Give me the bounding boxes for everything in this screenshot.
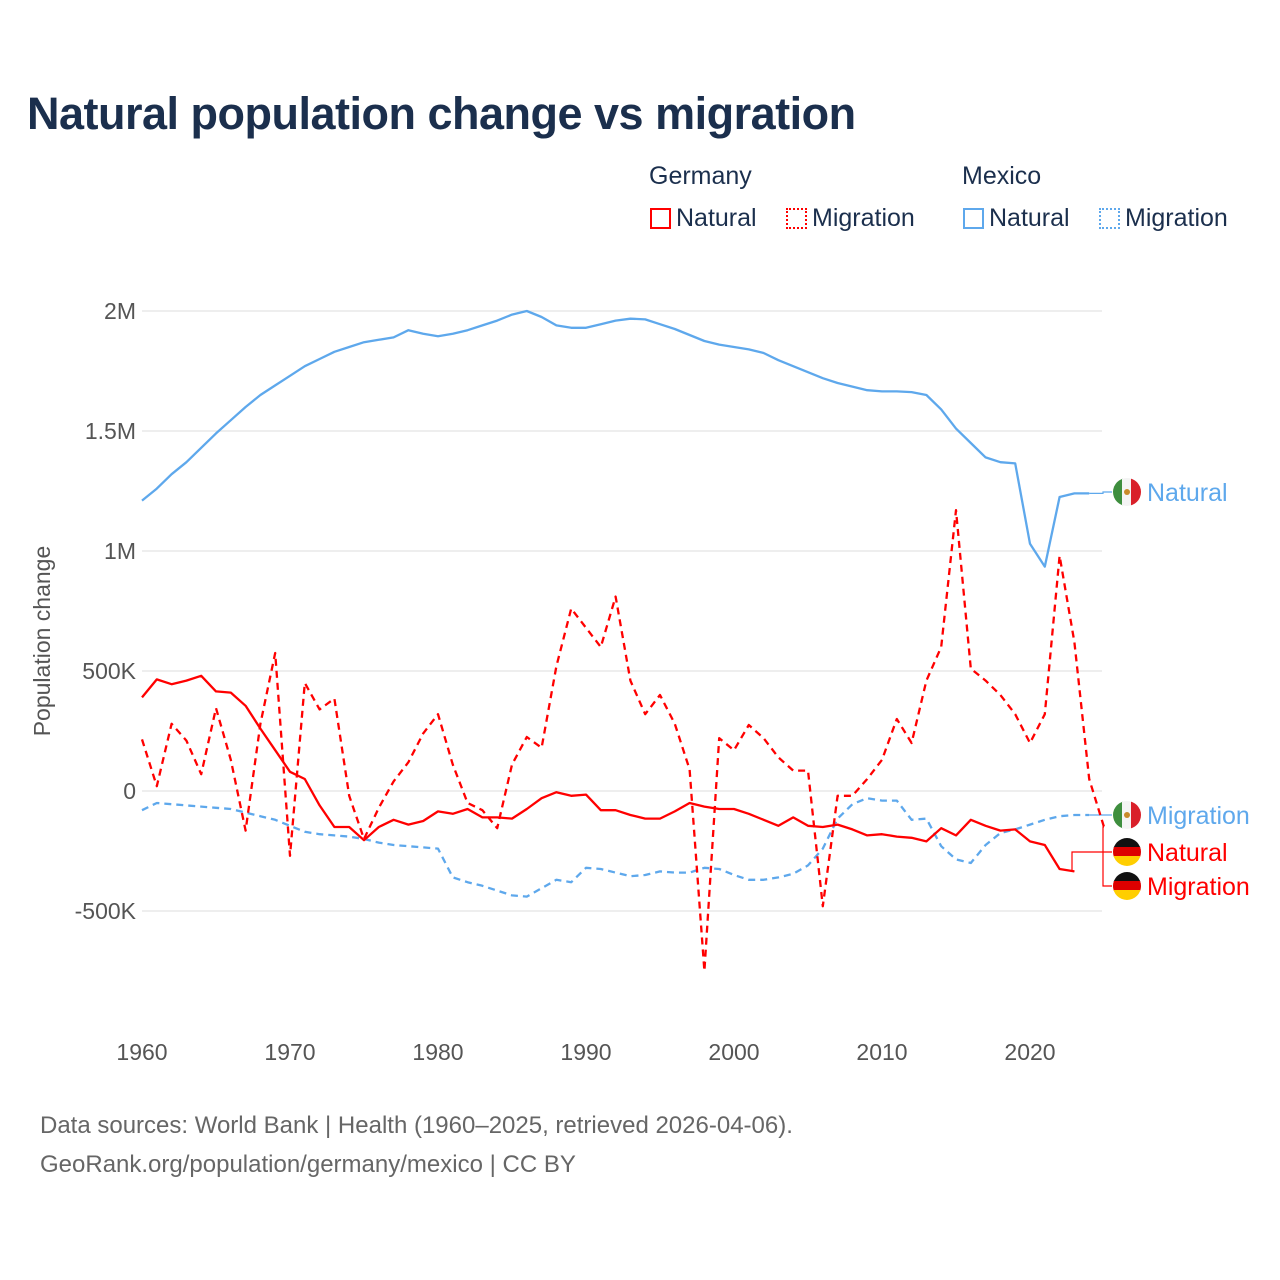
dotted-swatch-icon	[786, 208, 807, 229]
flag-stripe	[1113, 847, 1141, 857]
series-end-label: Migration	[1147, 873, 1250, 901]
series-end-label: Migration	[1147, 802, 1250, 830]
flag-body	[1113, 801, 1141, 829]
flag-body	[1113, 478, 1141, 506]
y-axis-label: Population change	[29, 546, 55, 737]
y-tick-label: 0	[123, 778, 136, 804]
y-tick-label: -500K	[75, 898, 137, 924]
flag-body	[1113, 838, 1141, 866]
x-tick-label: 2010	[856, 1039, 907, 1065]
legend-mexico-migration[interactable]: Migration	[1099, 204, 1228, 233]
label-connector	[1071, 851, 1112, 873]
legend-group-germany: Germany	[649, 162, 752, 190]
mexico-flag-icon	[1113, 478, 1141, 506]
flag-body	[1113, 872, 1141, 900]
x-tick-label: 2000	[708, 1039, 759, 1065]
footer: Data sources: World Bank | Health (1960–…	[40, 1106, 793, 1184]
legend-mexico-natural[interactable]: Natural	[963, 204, 1070, 233]
flag-stripe	[1131, 478, 1141, 506]
solid-swatch-icon	[963, 208, 984, 229]
legend-germany-natural[interactable]: Natural	[650, 204, 757, 233]
footer-sources: Data sources: World Bank | Health (1960–…	[40, 1112, 793, 1139]
x-tick-label: 1990	[560, 1039, 611, 1065]
x-tick-label: 1980	[412, 1039, 463, 1065]
germany-flag-icon	[1113, 838, 1141, 866]
legend-label: Natural	[989, 204, 1070, 232]
legend-group-mexico: Mexico	[962, 162, 1042, 190]
y-tick-label: 1M	[104, 538, 136, 564]
legend-label: Migration	[1125, 204, 1228, 232]
series-line-germany-migration	[140, 509, 1106, 973]
legend-label: Natural	[676, 204, 757, 232]
flag-stripe	[1113, 890, 1141, 900]
y-tick-label: 500K	[82, 658, 136, 684]
label-connector	[1089, 491, 1112, 494]
flag-emblem	[1124, 489, 1130, 495]
flag-stripe	[1113, 838, 1141, 848]
flag-stripe	[1113, 881, 1141, 891]
x-tick-label: 1960	[116, 1039, 167, 1065]
germany-flag-icon	[1113, 872, 1141, 900]
flag-stripe	[1113, 478, 1123, 506]
footer-link[interactable]: GeoRank.org/population/germany/mexico | …	[40, 1151, 576, 1178]
dotted-swatch-icon	[1099, 208, 1120, 229]
flag-stripe	[1113, 856, 1141, 866]
legend-germany-migration[interactable]: Migration	[786, 204, 915, 233]
series-line-mexico-migration	[141, 797, 1090, 898]
label-connector	[1102, 826, 1112, 887]
series-line-germany-natural	[141, 674, 1075, 873]
flag-stripe	[1131, 801, 1141, 829]
flag-stripe	[1113, 872, 1141, 882]
x-tick-label: 2020	[1004, 1039, 1055, 1065]
solid-swatch-icon	[650, 208, 671, 229]
x-tick-label: 1970	[264, 1039, 315, 1065]
flag-stripe	[1113, 801, 1123, 829]
legend-label: Migration	[812, 204, 915, 232]
series-end-label: Natural	[1147, 839, 1228, 867]
chart-title: Natural population change vs migration	[27, 88, 856, 139]
flag-emblem	[1124, 812, 1130, 818]
y-tick-label: 1.5M	[85, 418, 136, 444]
mexico-flag-icon	[1113, 801, 1141, 829]
series-line-mexico-natural	[141, 309, 1090, 568]
series-end-label: Natural	[1147, 479, 1228, 507]
y-tick-label: 2M	[104, 298, 136, 324]
